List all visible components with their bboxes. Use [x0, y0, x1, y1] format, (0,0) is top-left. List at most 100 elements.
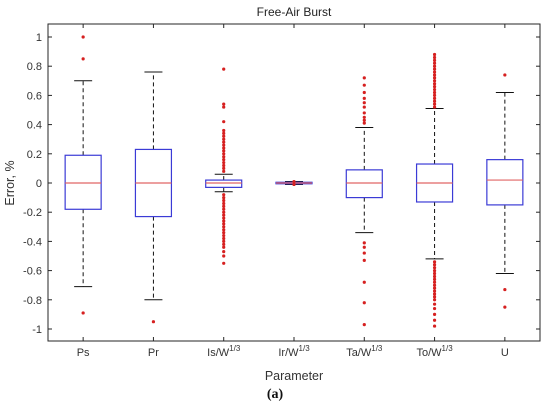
y-tick-label: 0.8 [27, 61, 42, 73]
outlier-point [222, 128, 226, 133]
outlier-point [432, 58, 437, 62]
outlier-point [222, 207, 226, 211]
outlier-point [222, 231, 226, 235]
outlier-point [432, 298, 437, 302]
x-tick-label: U [501, 347, 509, 359]
outlier-point [432, 312, 437, 316]
outlier-point [432, 52, 437, 57]
outlier-point [432, 82, 437, 86]
x-tick-label: Ps [77, 347, 90, 359]
outlier-point [362, 258, 366, 262]
x-tick-label: To/W1/3 [416, 344, 453, 359]
outlier-point [432, 76, 437, 80]
outlier-point [432, 70, 437, 74]
iqr-box [64, 154, 102, 210]
outlier-point [222, 163, 226, 168]
outlier-point [432, 283, 437, 287]
outlier-point [432, 67, 437, 71]
boxes-layer [64, 35, 524, 328]
box-group [205, 67, 243, 265]
outlier-point [222, 222, 226, 226]
outlier-point [81, 57, 85, 61]
outlier-point [432, 280, 437, 284]
outlier-point [432, 306, 437, 311]
box-group [345, 76, 383, 327]
outlier-point [432, 85, 437, 89]
outlier-point [503, 287, 507, 292]
y-axis-label: Error, % [3, 160, 17, 205]
outlier-point [222, 158, 226, 162]
outlier-point [432, 292, 437, 296]
x-tick-label: Ta/W1/3 [346, 344, 383, 359]
outlier-point [222, 245, 226, 249]
outlier-point [222, 228, 226, 232]
x-tick-label: Pr [148, 347, 159, 359]
outlier-point [81, 311, 85, 315]
outlier-point [222, 225, 226, 229]
outlier-point [432, 96, 437, 100]
outlier-point [362, 118, 366, 122]
outlier-point [222, 213, 226, 217]
outlier-point [151, 320, 156, 324]
outlier-point [292, 182, 296, 187]
outlier-point [432, 277, 437, 281]
outlier-point [362, 280, 366, 284]
outlier-point [292, 179, 296, 184]
outlier-point [362, 301, 366, 305]
y-tick-label: 0 [36, 178, 42, 190]
outlier-point [222, 198, 226, 203]
outlier-point [432, 266, 437, 270]
outlier-point [222, 254, 226, 258]
iqr-box [205, 179, 243, 188]
iqr-box [345, 169, 383, 199]
outlier-point [432, 55, 437, 60]
outlier-point [362, 96, 366, 100]
outlier-point [222, 67, 226, 71]
outlier-point [222, 233, 226, 238]
outlier-point [432, 263, 437, 267]
box-group [275, 179, 313, 187]
y-tick-label: 1 [36, 32, 42, 44]
outlier-point [362, 115, 366, 119]
outlier-point [222, 204, 226, 208]
outlier-point [362, 241, 366, 245]
outlier-point [503, 73, 507, 77]
outlier-point [432, 324, 437, 328]
y-tick-label: -1 [32, 324, 42, 336]
outlier-point [432, 99, 437, 103]
outlier-point [222, 242, 226, 246]
y-tick-label: -0.8 [23, 295, 42, 307]
outlier-point [222, 160, 226, 165]
outlier-point [432, 64, 437, 68]
outlier-point [222, 149, 226, 153]
outlier-point [432, 79, 437, 83]
outlier-point [222, 210, 226, 214]
outlier-point [362, 76, 366, 80]
x-axis-label: Parameter [265, 369, 323, 383]
outlier-point [432, 295, 437, 299]
iqr-box [486, 159, 524, 206]
outlier-point [362, 90, 366, 95]
outlier-point [432, 260, 437, 264]
figure-caption: (a) [266, 387, 284, 402]
outlier-point [222, 193, 226, 197]
outlier-point [222, 152, 226, 156]
chart-title: Free-Air Burst [257, 5, 332, 19]
y-tick-label: -0.4 [23, 236, 42, 248]
outlier-point [222, 134, 226, 138]
outlier-point [362, 111, 366, 115]
outlier-point [222, 236, 226, 241]
outlier-point [222, 216, 226, 220]
outlier-point [432, 87, 437, 92]
outlier-point [432, 102, 437, 106]
outlier-point [81, 35, 85, 39]
y-tick-label: 0.2 [27, 149, 42, 161]
y-axis: 1 0.8 0.6 0.4 0.2 0 -0.2 -0.4 -0.6 -0.8 -1 [23, 32, 540, 336]
outlier-point [222, 143, 226, 147]
outlier-point [362, 101, 366, 105]
x-tick-label: Is/W1/3 [207, 344, 241, 359]
y-tick-label: 0.6 [27, 90, 42, 102]
outlier-point [432, 269, 437, 273]
outlier-point [222, 155, 226, 159]
